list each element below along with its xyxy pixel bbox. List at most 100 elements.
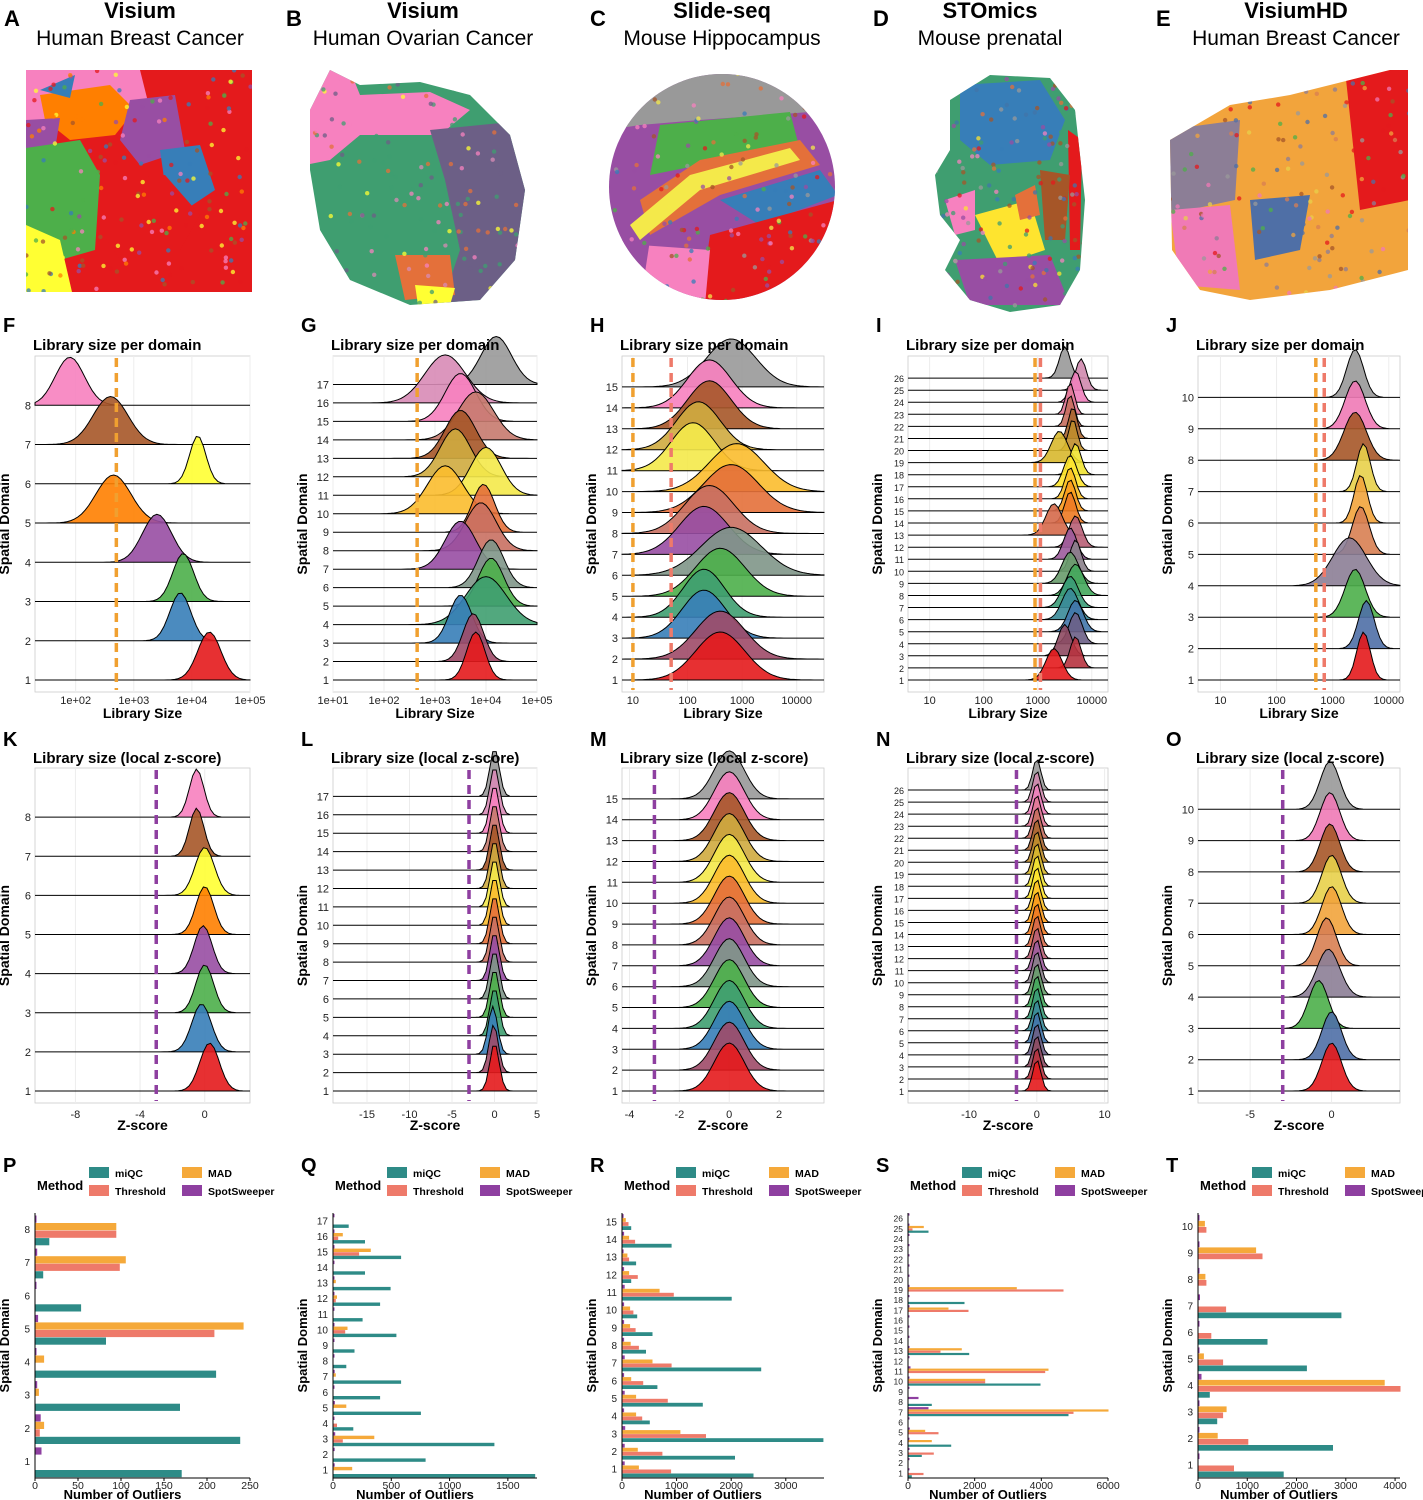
spot [436,220,441,225]
y-tick-label: 1 [25,1086,31,1098]
panel-letter: T [1166,1155,1178,1177]
legend-swatch [769,1185,789,1196]
y-tick-label: 17 [894,483,904,493]
legend-title: Method [335,1178,381,1193]
density-ridge [908,759,1108,791]
spot [1340,193,1346,198]
spot [773,187,778,193]
spot [684,243,689,248]
dataset-tech-title: Visium [104,0,176,23]
bar-miqc [622,1438,824,1442]
spot [351,72,356,77]
spot [621,264,626,269]
density-ridge [333,576,538,626]
spot [1278,121,1283,127]
bar-spotsweeper [908,1356,910,1359]
y-tick-label: 3 [322,1435,328,1446]
density-ridge [35,553,250,602]
density-ridge [1198,917,1400,967]
spot [1351,148,1357,153]
spot [33,238,39,243]
spot [488,286,493,291]
bar-mad [908,1348,962,1351]
bar-mad [1198,1379,1385,1386]
spot [1200,70,1205,73]
y-tick-label: 4 [612,1023,618,1035]
spot [1212,269,1217,275]
panel-letter: S [876,1155,889,1177]
spot [707,294,713,299]
x-axis-label: Z-score [117,1117,168,1133]
bar-threshold [333,1330,346,1334]
bar-miqc [1198,1365,1307,1372]
bar-miqc [908,1403,932,1406]
bar-miqc [35,1370,217,1378]
x-tick-label: 1000 [730,695,754,707]
y-tick-label: 11 [607,1288,618,1299]
y-tick-label: 5 [323,601,329,613]
spot [41,158,46,163]
bar-threshold [908,1228,913,1231]
spot [238,279,243,285]
bar-threshold [1198,1253,1263,1260]
bar-spotsweeper [622,1302,625,1307]
density-ridge [622,631,824,681]
spot [1069,103,1074,108]
panel-letter: F [3,315,15,337]
spot [951,123,956,129]
y-tick-label: 8 [899,591,904,601]
spot [955,306,960,312]
y-tick-label: 1 [24,1457,30,1468]
spot [1086,298,1090,302]
y-tick-label: 5 [25,518,31,530]
y-tick-label: 9 [323,527,329,539]
bar-spotsweeper [908,1376,910,1379]
bar-mad [622,1288,660,1293]
spot [207,199,212,204]
spot [957,159,962,164]
spot [1347,213,1353,219]
domain-region [609,240,650,300]
x-axis-label: Z-score [410,1117,461,1133]
bar-spotsweeper [333,1291,335,1296]
bar-threshold [1198,1333,1212,1339]
spot [945,272,950,277]
y-tick-label: 5 [612,1003,618,1015]
spot [1406,111,1408,116]
bar-spotsweeper [622,1214,624,1218]
bar-threshold [333,1423,337,1427]
legend-label: MAD [1371,1168,1395,1180]
spot [221,127,226,133]
spot [810,238,815,244]
spot [472,255,477,260]
spot [1268,207,1274,213]
spot [1072,202,1077,207]
y-tick-label: 9 [899,991,904,1001]
y-tick-label: 12 [606,445,618,457]
spot [463,246,469,251]
spot [831,96,835,102]
spot [338,290,343,296]
x-tick-label: -5 [1245,1109,1255,1121]
spot [1024,228,1030,233]
spot [1390,99,1395,104]
y-tick-label: 14 [894,1336,904,1346]
spot [702,146,708,151]
spot [609,296,613,300]
spot [179,266,184,271]
y-tick-label: 13 [894,1346,904,1356]
spot [419,165,424,170]
bar-mad [622,1324,631,1328]
y-tick-label: 9 [612,919,618,931]
spot [1386,86,1392,92]
spot [827,93,832,99]
spot [947,250,952,255]
bar-mad [1198,1406,1227,1413]
y-tick-label: 21 [894,846,904,856]
legend-label: SpotSweeper [1081,1186,1148,1198]
spot [450,70,455,75]
spot [1225,174,1230,179]
y-tick-label: 8 [898,1397,903,1407]
